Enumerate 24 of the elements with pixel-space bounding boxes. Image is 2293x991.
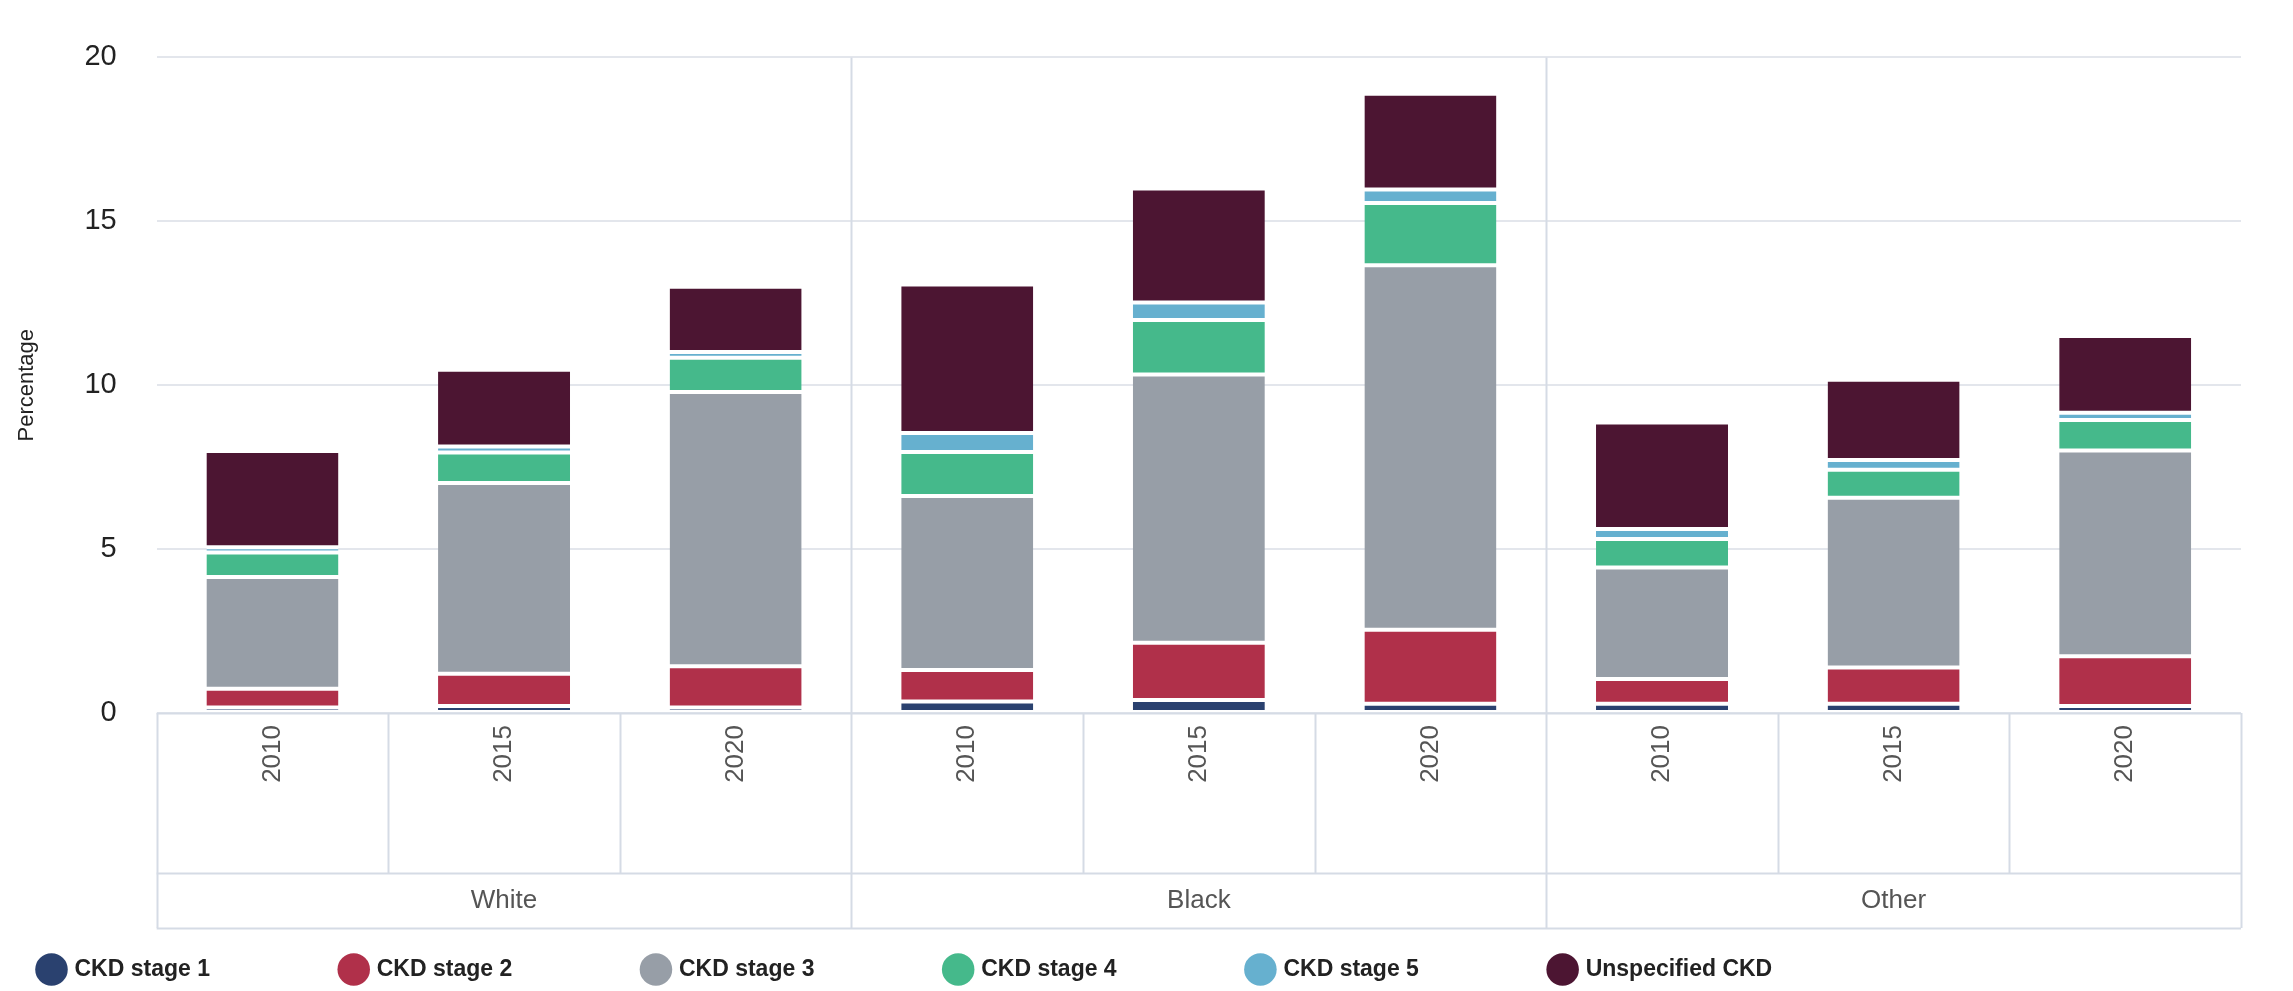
y-tick-label: 0: [100, 695, 117, 727]
x-tick-label: 2015: [1182, 725, 1212, 783]
x-tick-label: 2010: [1645, 725, 1676, 783]
legend-label: CKD stage 2: [376, 954, 615, 981]
y-tick-label: 5: [100, 531, 117, 564]
text: White: [470, 883, 538, 914]
legend-label: CKD stage 4: [981, 954, 1219, 981]
y-tick-label: 20: [84, 39, 117, 72]
legend-label: CKD stage 5: [1283, 954, 1522, 981]
y-tick-label: 15: [84, 203, 117, 236]
legend-label: Unspecified CKD: [1585, 954, 1875, 981]
legend-label: CKD stage 3: [678, 954, 917, 981]
legend-label: CKD stage 1: [74, 954, 313, 981]
x-tick-label: 2015: [487, 725, 518, 783]
x-tick-label: 2020: [1413, 725, 1444, 783]
y-axis-title: Percentage: [13, 328, 39, 442]
x-tick-label: 2020: [2108, 725, 2139, 783]
x-tick-label: 2020: [718, 725, 749, 783]
y-tick-label: 10: [84, 367, 117, 400]
text: Other: [1861, 883, 1927, 914]
x-tick-label: 2010: [950, 725, 981, 783]
x-tick-label: 2015: [1876, 725, 1907, 783]
text: Black: [1167, 883, 1232, 914]
x-tick-label: 2010: [255, 725, 286, 783]
